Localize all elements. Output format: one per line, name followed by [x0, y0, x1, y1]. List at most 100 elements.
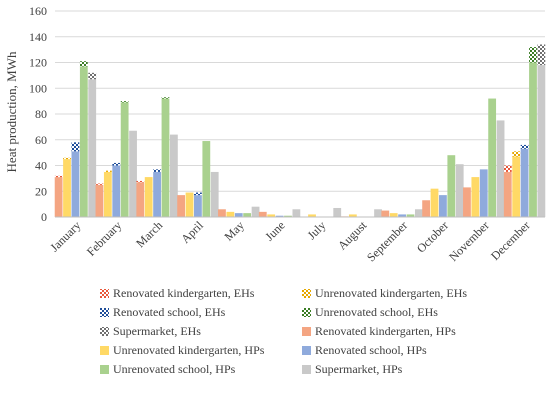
legend-swatch [302, 289, 311, 298]
x-tick-label: July [304, 218, 328, 242]
legend-swatch [100, 365, 109, 374]
bar-eh [194, 192, 202, 196]
bar-hp [503, 171, 512, 217]
bar-eh [537, 44, 546, 66]
bar-eh [503, 165, 512, 172]
y-tick-label: 100 [29, 81, 47, 95]
bar-eh [520, 144, 529, 149]
bar-hp [54, 177, 63, 217]
legend-label: Renovated kindergarten, HPs [315, 324, 456, 338]
legend-label: Unrenovated school, HPs [113, 362, 236, 376]
bar-hp [439, 195, 447, 217]
x-tick-label: January [47, 218, 83, 254]
legend-swatch [100, 289, 109, 298]
bar-hp [381, 210, 390, 217]
x-tick-label: September [364, 218, 410, 264]
bar-hp [210, 171, 219, 217]
bar-hp [512, 156, 521, 217]
bar-hp [153, 171, 161, 217]
x-tick-label: October [414, 218, 451, 255]
bar-hp [537, 65, 546, 217]
legend-swatch [302, 308, 311, 317]
bar-hp [234, 213, 243, 217]
bar-hp [120, 102, 129, 217]
bar-eh [112, 162, 121, 166]
bar-hp [471, 177, 480, 217]
bar-hp [447, 155, 456, 217]
bar-hp [63, 159, 71, 217]
bar-eh [161, 97, 170, 99]
x-axis-ticks: January February March April May June July Augu… [47, 218, 532, 265]
bar-hp [348, 214, 357, 217]
x-tick-label: December [488, 218, 533, 263]
bar-hp [226, 211, 235, 217]
bar-hp [389, 213, 398, 217]
y-tick-label: 160 [29, 4, 47, 18]
legend-label: Supermarket, HPs [315, 362, 403, 376]
bar-eh [79, 61, 88, 67]
bar-hp [267, 214, 276, 217]
bar-eh [95, 183, 104, 185]
bar-hp [95, 184, 104, 217]
x-tick-label: June [262, 218, 287, 243]
legend-swatch [100, 327, 109, 336]
bar-hp [430, 188, 439, 217]
bar-hp [292, 209, 301, 217]
bar-eh [54, 175, 63, 178]
bar-hp [496, 120, 505, 217]
bar-hp [194, 195, 202, 217]
bar-hp [103, 171, 112, 217]
bar-hp [258, 211, 267, 217]
legend-swatch [302, 346, 311, 355]
bar-hp [275, 215, 284, 217]
legend-label: Renovated kindergarten, EHs [113, 286, 255, 300]
bar-eh [136, 180, 145, 183]
bar-hp [251, 206, 260, 217]
legend-label: Renovated school, HPs [315, 343, 427, 357]
y-tick-label: 60 [35, 133, 47, 147]
y-tick-label: 140 [29, 30, 47, 44]
bar-hp [218, 209, 226, 217]
bar-hp [112, 165, 121, 217]
bar-hp [144, 177, 153, 217]
bar-hp [136, 182, 145, 217]
x-tick-label: February [84, 218, 125, 259]
bar-hp [308, 214, 316, 217]
y-tick-label: 0 [41, 210, 47, 224]
x-tick-label: March [133, 218, 165, 250]
legend-label: Unrenovated school, EHs [315, 305, 438, 319]
bar-hp [398, 214, 406, 217]
legend-swatch [302, 365, 311, 374]
bar-hp [79, 66, 88, 217]
bar-eh [71, 142, 80, 152]
bar-hp [463, 187, 471, 217]
bars [54, 44, 546, 217]
x-tick-label: August [335, 218, 370, 253]
bar-hp [129, 130, 137, 217]
legend-label: Renovated school, EHs [113, 305, 226, 319]
bar-eh [103, 170, 112, 172]
bar-hp [177, 195, 186, 217]
x-tick-label: May [221, 218, 246, 243]
bar-hp [88, 79, 97, 217]
x-tick-label: April [178, 218, 206, 246]
bar-hp [414, 209, 423, 217]
bar-eh [88, 72, 97, 80]
bar-hp [520, 148, 529, 217]
bar-hp [406, 214, 415, 217]
y-tick-label: 20 [35, 184, 47, 198]
bar-eh [512, 151, 521, 157]
bar-hp [284, 215, 292, 217]
y-tick-label: 40 [35, 159, 47, 173]
bar-hp [71, 151, 80, 217]
bar-eh [153, 169, 161, 172]
legend-label: Supermarket, EHs [113, 324, 201, 338]
y-axis-ticks: 0 20 40 60 80 100 120 140 160 [29, 4, 47, 224]
legend-label: Unrenovated kindergarten, EHs [315, 286, 467, 300]
bar-eh [120, 101, 129, 103]
bar-eh [529, 47, 537, 63]
bar-hp [161, 98, 170, 217]
bar-hp [374, 209, 382, 217]
legend-label: Unrenovated kindergarten, HPs [113, 343, 265, 357]
